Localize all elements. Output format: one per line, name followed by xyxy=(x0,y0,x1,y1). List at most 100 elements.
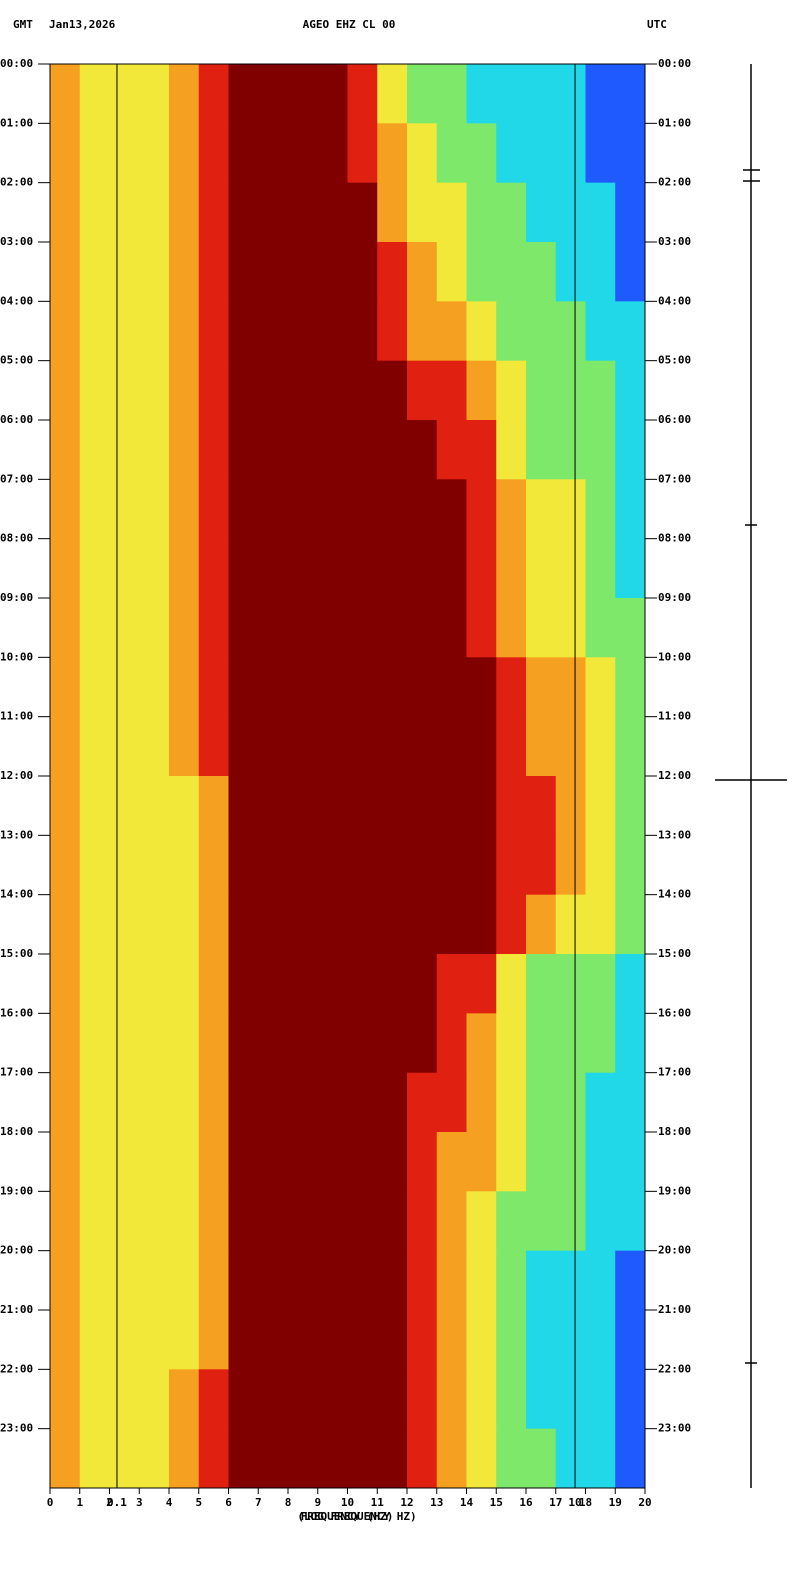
cell xyxy=(496,776,527,836)
cell xyxy=(436,835,467,896)
cell xyxy=(169,716,200,777)
chart-title: AGEO EHZ CL 00 xyxy=(303,18,396,31)
cell xyxy=(436,301,467,362)
cell xyxy=(466,1250,497,1311)
cell xyxy=(198,1013,229,1074)
cell xyxy=(109,1132,140,1192)
cell xyxy=(407,1132,438,1192)
cell xyxy=(317,182,348,243)
cell xyxy=(198,242,229,302)
cell xyxy=(407,835,438,896)
x-tick-label: 19 xyxy=(609,1496,622,1509)
cell xyxy=(526,1072,557,1133)
cell xyxy=(555,123,586,184)
cell xyxy=(555,1250,586,1311)
cell xyxy=(615,1013,646,1074)
cell xyxy=(258,1428,289,1489)
cell xyxy=(109,301,140,362)
cell xyxy=(526,420,557,480)
y-tick-label-right: 22:00 xyxy=(658,1362,691,1375)
cell xyxy=(79,123,110,184)
y-tick-label-right: 07:00 xyxy=(658,472,691,485)
y-tick-label: 19:00 xyxy=(0,1184,33,1197)
cell xyxy=(436,776,467,836)
cell xyxy=(347,420,378,480)
y-tick-label: 01:00 xyxy=(0,116,33,129)
x-axis-label: FREQUENCY (HZ) xyxy=(301,1510,394,1523)
cell xyxy=(139,123,170,184)
cell xyxy=(615,1072,646,1133)
cell xyxy=(139,360,170,421)
cell xyxy=(496,716,527,777)
x-tick-label: 10 xyxy=(341,1496,354,1509)
cell xyxy=(585,1013,616,1074)
y-tick-label: 13:00 xyxy=(0,828,33,841)
cell xyxy=(317,1072,348,1133)
cell xyxy=(347,1132,378,1192)
cell xyxy=(109,182,140,243)
cell xyxy=(79,657,110,718)
cell xyxy=(79,242,110,302)
cell xyxy=(109,64,140,124)
cell xyxy=(377,1191,408,1252)
y-tick-label: 21:00 xyxy=(0,1303,33,1316)
cell xyxy=(466,360,497,421)
cell xyxy=(317,479,348,540)
cell xyxy=(317,1310,348,1370)
cell xyxy=(258,776,289,836)
cell xyxy=(526,716,557,777)
cell xyxy=(347,301,378,362)
cell xyxy=(169,538,200,599)
cell xyxy=(347,1428,378,1489)
cell xyxy=(496,1132,527,1192)
cell xyxy=(347,1369,378,1430)
cell xyxy=(496,1369,527,1430)
cell xyxy=(555,954,586,1014)
cell xyxy=(377,360,408,421)
cell xyxy=(555,598,586,658)
cell xyxy=(347,123,378,184)
cell xyxy=(258,360,289,421)
y-tick-label: 00:00 xyxy=(0,57,33,70)
cell xyxy=(585,1250,616,1311)
y-tick-label-right: 00:00 xyxy=(658,57,691,70)
y-tick-label-right: 19:00 xyxy=(658,1184,691,1197)
cell xyxy=(407,123,438,184)
cell xyxy=(258,1369,289,1430)
cell xyxy=(555,1191,586,1252)
x2-tick-label: 10 xyxy=(568,1496,581,1509)
cell xyxy=(347,894,378,955)
cell xyxy=(615,479,646,540)
cell xyxy=(555,1428,586,1489)
cell xyxy=(407,1013,438,1074)
cell xyxy=(436,538,467,599)
cell xyxy=(198,716,229,777)
cell xyxy=(526,776,557,836)
y-tick-label-right: 16:00 xyxy=(658,1006,691,1019)
y-tick-label: 23:00 xyxy=(0,1422,33,1435)
cell xyxy=(496,301,527,362)
cell xyxy=(198,1250,229,1311)
cell xyxy=(615,242,646,302)
cell xyxy=(466,776,497,836)
cell xyxy=(169,64,200,124)
cell xyxy=(615,1132,646,1192)
y-tick-label: 22:00 xyxy=(0,1362,33,1375)
y-tick-label-right: 17:00 xyxy=(658,1066,691,1079)
cell xyxy=(585,835,616,896)
cell xyxy=(50,835,81,896)
cell xyxy=(407,657,438,718)
cell xyxy=(50,1369,81,1430)
cell xyxy=(347,64,378,124)
cell xyxy=(555,894,586,955)
cell xyxy=(436,64,467,124)
cell xyxy=(288,301,319,362)
cell xyxy=(198,657,229,718)
cell xyxy=(496,835,527,896)
cell xyxy=(585,657,616,718)
cell xyxy=(228,1013,259,1074)
y-tick-label: 08:00 xyxy=(0,532,33,545)
cell xyxy=(436,1369,467,1430)
seismogram xyxy=(715,64,787,1488)
cell xyxy=(555,538,586,599)
